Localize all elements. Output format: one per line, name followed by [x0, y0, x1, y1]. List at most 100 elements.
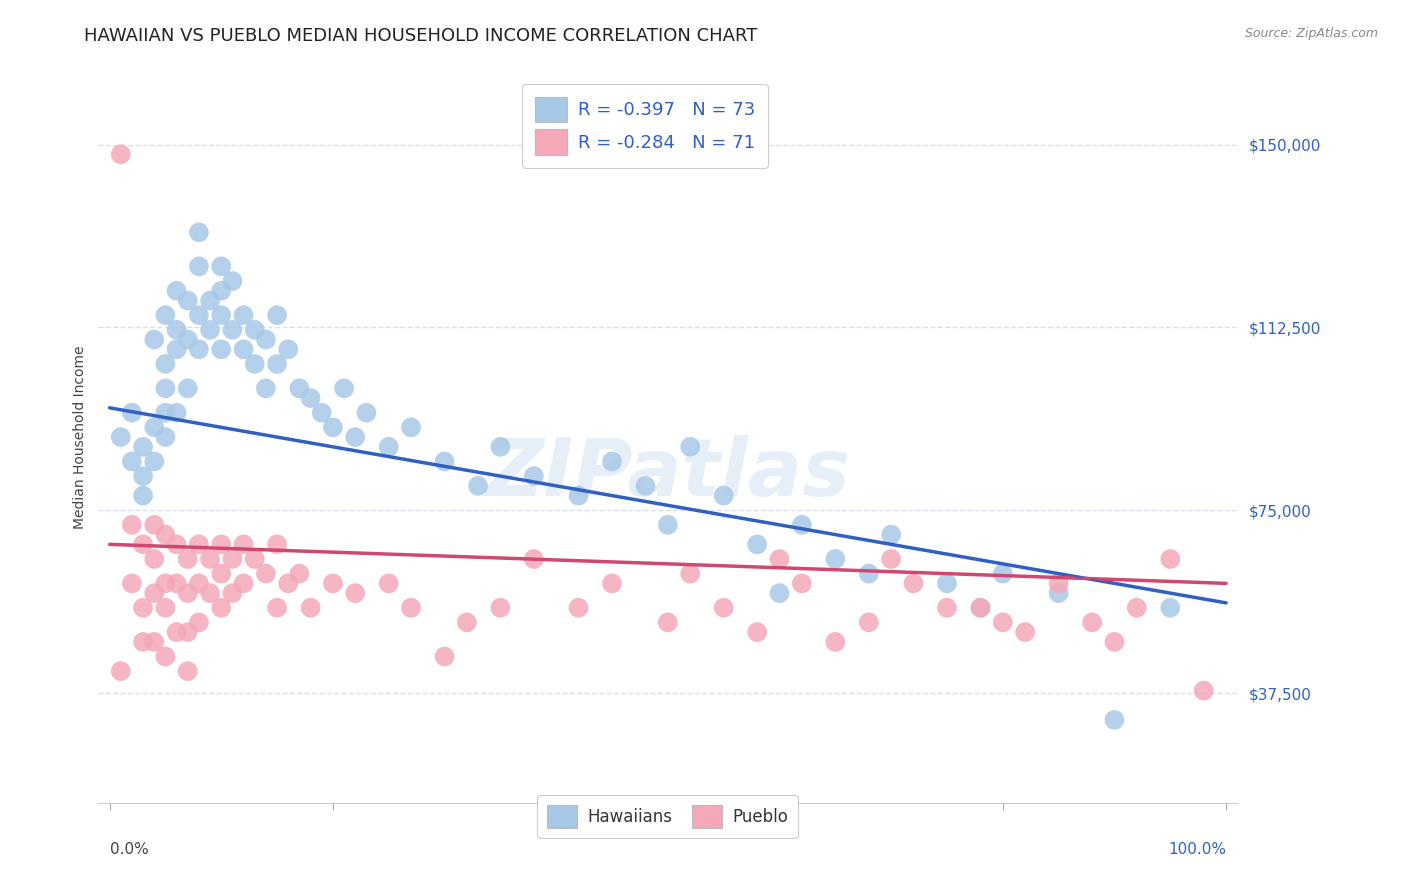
Point — [209, 308, 232, 322]
Point — [209, 343, 232, 357]
Point — [187, 260, 209, 274]
Point — [221, 323, 243, 337]
Point — [209, 284, 232, 298]
Point — [187, 343, 209, 357]
Point — [166, 406, 188, 420]
Point — [399, 420, 422, 434]
Point — [288, 566, 311, 581]
Point — [523, 552, 546, 566]
Text: 100.0%: 100.0% — [1168, 842, 1226, 857]
Point — [187, 537, 209, 551]
Point — [858, 615, 880, 630]
Point — [132, 635, 155, 649]
Text: 0.0%: 0.0% — [110, 842, 149, 857]
Point — [143, 333, 166, 347]
Point — [177, 664, 200, 678]
Point — [266, 357, 288, 371]
Point — [969, 600, 991, 615]
Point — [266, 537, 288, 551]
Point — [991, 566, 1014, 581]
Point — [177, 333, 200, 347]
Point — [143, 586, 166, 600]
Point — [377, 440, 399, 454]
Point — [1081, 615, 1104, 630]
Point — [177, 586, 200, 600]
Point — [903, 576, 925, 591]
Point — [311, 406, 333, 420]
Point — [166, 625, 188, 640]
Point — [489, 600, 512, 615]
Point — [143, 454, 166, 468]
Point — [433, 454, 456, 468]
Point — [209, 260, 232, 274]
Point — [187, 308, 209, 322]
Point — [132, 469, 155, 483]
Point — [1192, 683, 1215, 698]
Point — [824, 552, 846, 566]
Point — [600, 454, 623, 468]
Point — [456, 615, 478, 630]
Point — [356, 406, 378, 420]
Point — [824, 635, 846, 649]
Point — [209, 566, 232, 581]
Point — [177, 625, 200, 640]
Point — [143, 635, 166, 649]
Point — [1014, 625, 1036, 640]
Point — [266, 308, 288, 322]
Point — [657, 517, 679, 532]
Point — [1159, 600, 1181, 615]
Point — [155, 600, 177, 615]
Point — [166, 576, 188, 591]
Point — [187, 615, 209, 630]
Point — [121, 406, 143, 420]
Point — [1159, 552, 1181, 566]
Point — [166, 343, 188, 357]
Point — [110, 430, 132, 444]
Point — [657, 615, 679, 630]
Point — [132, 537, 155, 551]
Point — [768, 586, 790, 600]
Point — [221, 586, 243, 600]
Point — [679, 440, 702, 454]
Point — [288, 381, 311, 395]
Point — [221, 274, 243, 288]
Point — [254, 381, 277, 395]
Point — [1047, 586, 1070, 600]
Point — [299, 391, 322, 405]
Point — [969, 600, 991, 615]
Point — [747, 537, 769, 551]
Point — [243, 323, 266, 337]
Point — [143, 420, 166, 434]
Point — [433, 649, 456, 664]
Point — [880, 527, 903, 541]
Point — [198, 323, 221, 337]
Point — [243, 552, 266, 566]
Point — [600, 576, 623, 591]
Point — [936, 600, 959, 615]
Point — [209, 600, 232, 615]
Point — [936, 576, 959, 591]
Point — [232, 576, 254, 591]
Point — [266, 600, 288, 615]
Point — [567, 489, 589, 503]
Point — [121, 576, 143, 591]
Point — [110, 147, 132, 161]
Point — [1126, 600, 1149, 615]
Point — [198, 293, 221, 308]
Point — [132, 440, 155, 454]
Point — [991, 615, 1014, 630]
Point — [790, 576, 813, 591]
Point — [177, 381, 200, 395]
Point — [110, 664, 132, 678]
Point — [232, 343, 254, 357]
Point — [277, 576, 299, 591]
Point — [177, 293, 200, 308]
Point — [121, 517, 143, 532]
Text: Source: ZipAtlas.com: Source: ZipAtlas.com — [1244, 27, 1378, 40]
Point — [880, 552, 903, 566]
Point — [155, 576, 177, 591]
Point — [132, 489, 155, 503]
Point — [277, 343, 299, 357]
Point — [121, 454, 143, 468]
Point — [858, 566, 880, 581]
